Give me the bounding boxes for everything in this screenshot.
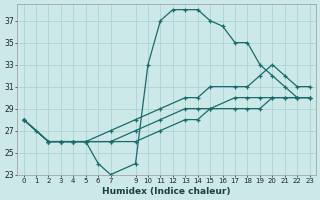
X-axis label: Humidex (Indice chaleur): Humidex (Indice chaleur) <box>102 187 231 196</box>
